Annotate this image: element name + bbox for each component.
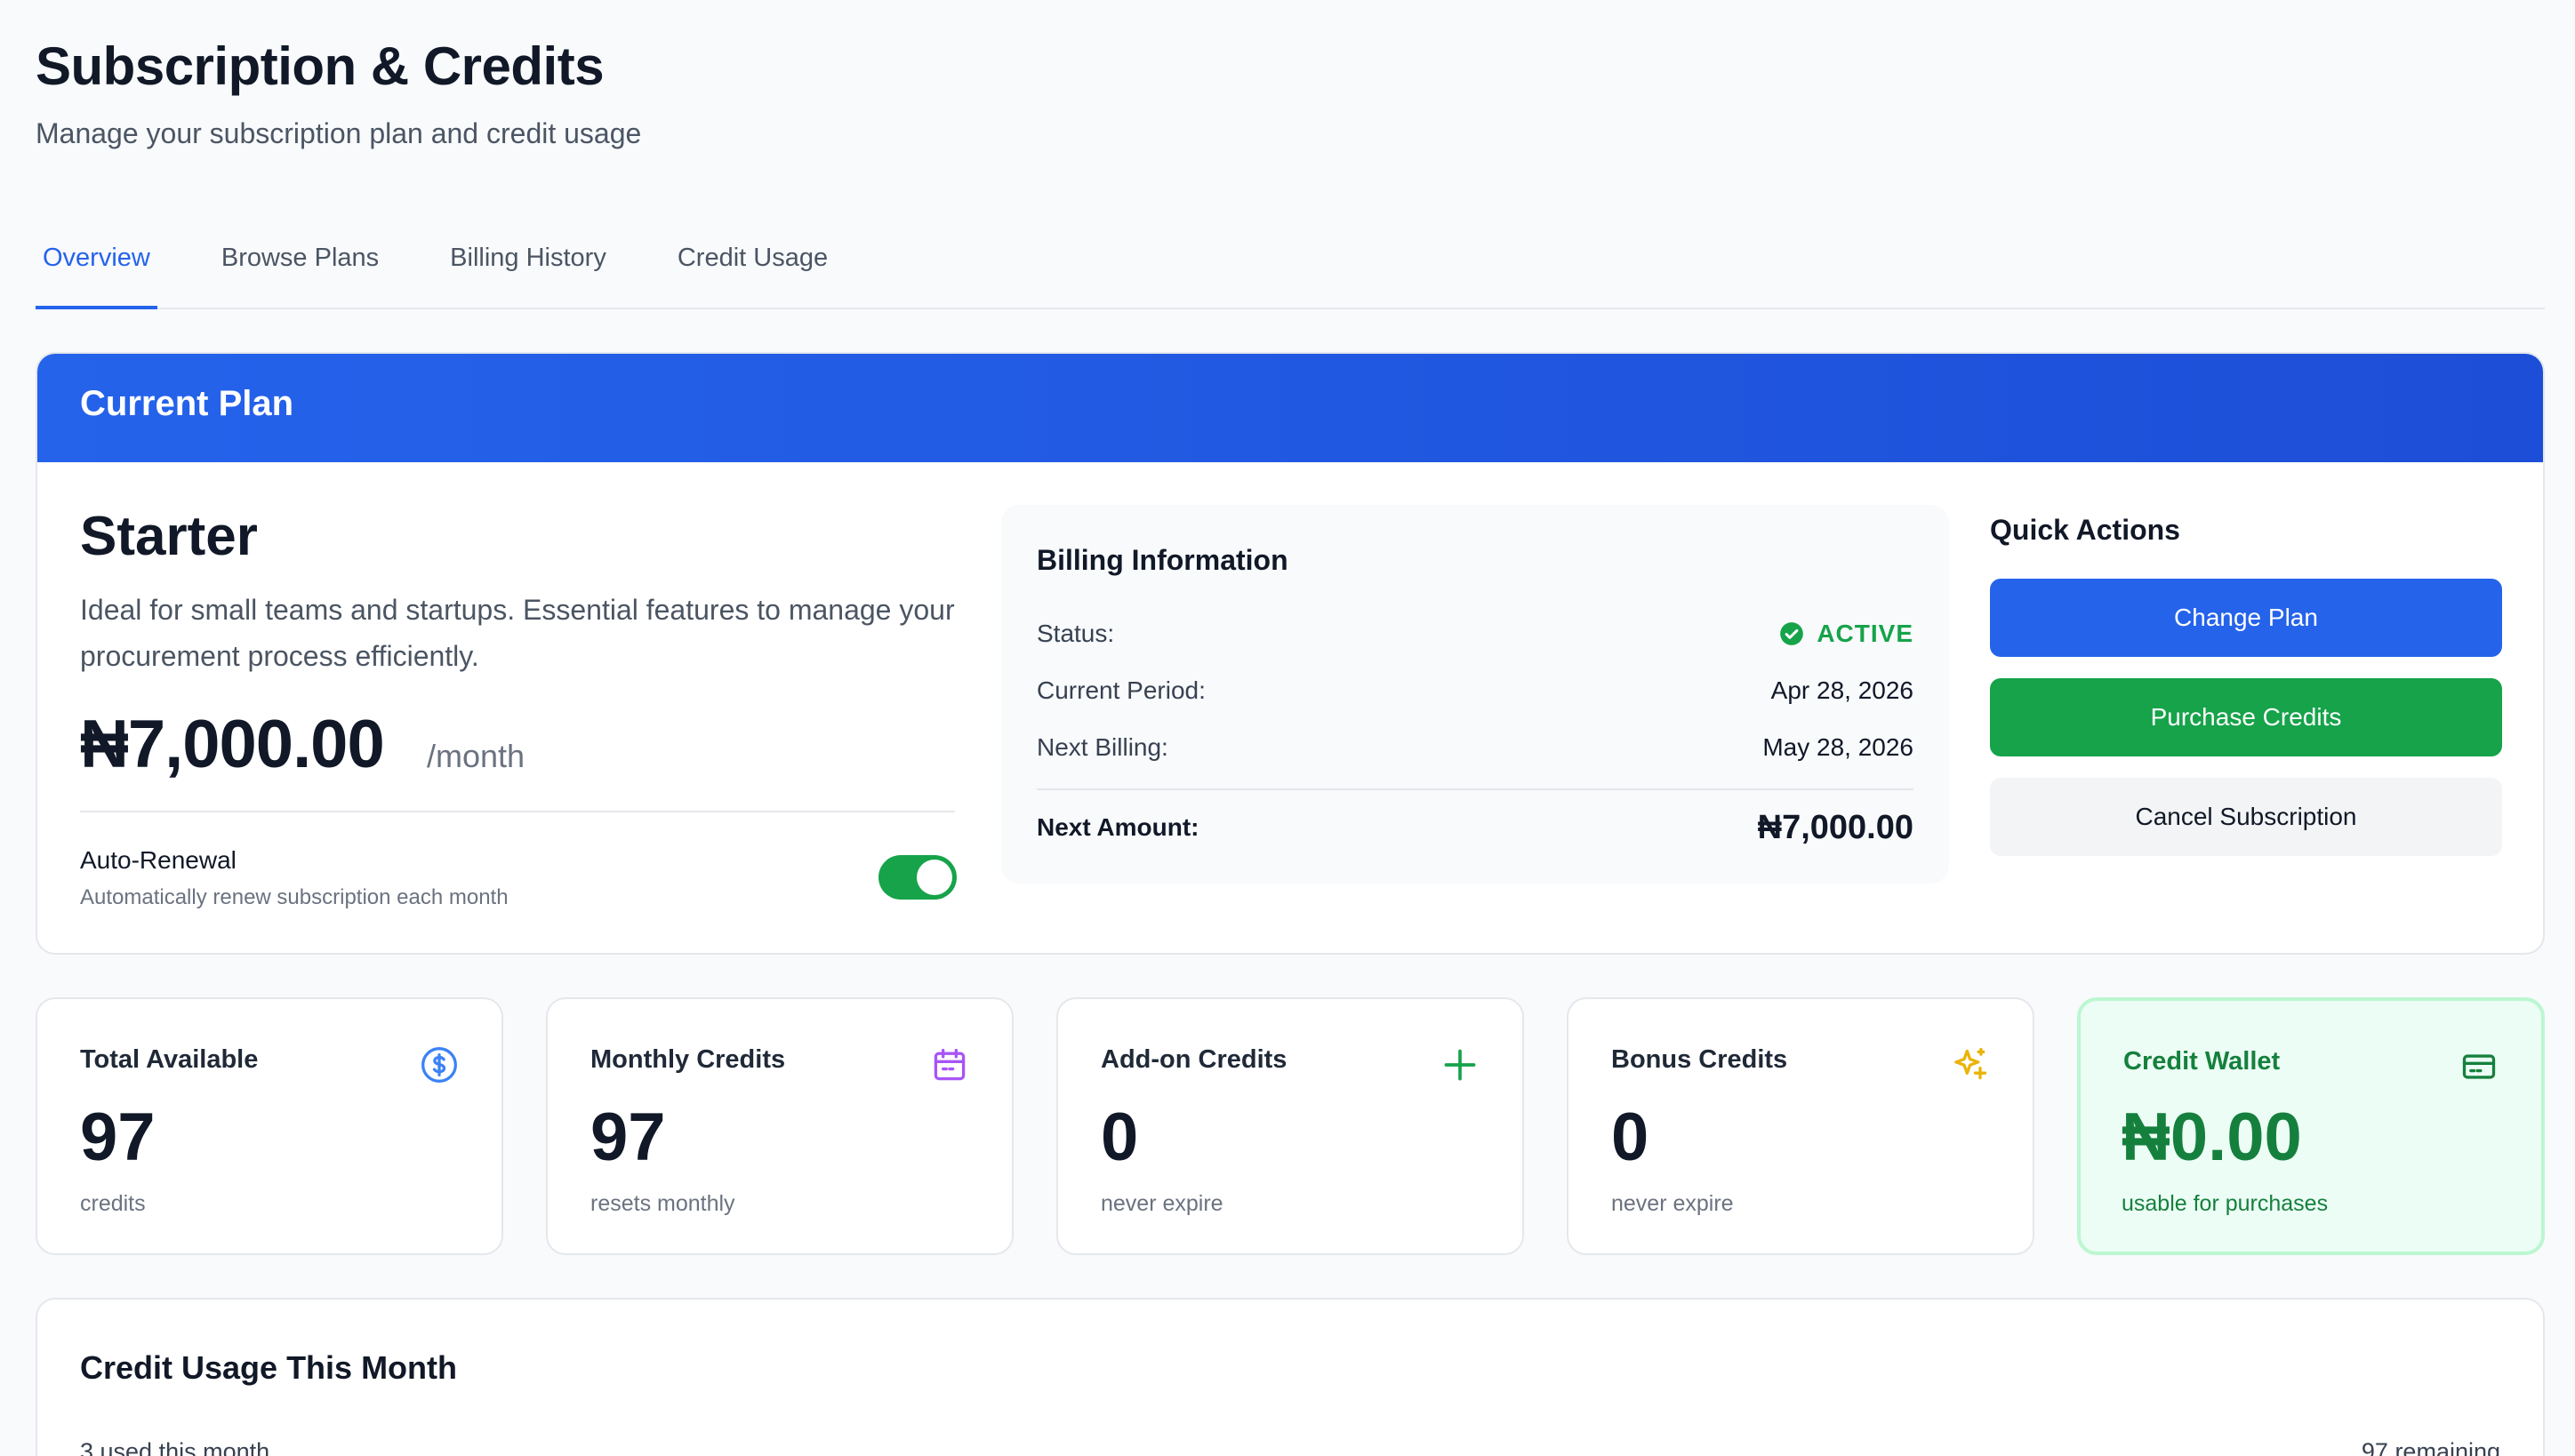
stat-value: 97: [80, 1100, 156, 1175]
dollar-circle-icon: [421, 1047, 457, 1083]
tab-browse-plans[interactable]: Browse Plans: [221, 244, 380, 272]
change-plan-button[interactable]: Change Plan: [1990, 579, 2502, 657]
stat-subtext: usable for purchases: [2122, 1191, 2329, 1216]
current-period-row: Current Period: Apr 28, 2026: [1037, 662, 1913, 719]
status-label: Status:: [1037, 620, 1115, 647]
status-value: ACTIVE: [1817, 620, 1913, 647]
tab-bar: Overview Browse Plans Billing History Cr…: [36, 233, 2545, 309]
credits-used-text: 3 used this month: [80, 1438, 270, 1456]
plan-description: Ideal for small teams and startups. Esse…: [80, 594, 955, 672]
stat-value: 0: [1101, 1100, 1139, 1175]
stat-subtext: never expire: [1611, 1191, 1734, 1216]
stat-card-credit-wallet: Credit Wallet ₦0.00 usable for purchases: [2077, 997, 2545, 1255]
stat-label: Bonus Credits: [1611, 1045, 1788, 1074]
stat-subtext: resets monthly: [590, 1191, 735, 1216]
stat-card-monthly-credits: Monthly Credits 97 resets monthly: [546, 997, 1014, 1255]
billing-divider: [1037, 788, 1913, 790]
stat-value: 0: [1611, 1100, 1649, 1175]
quick-actions-title: Quick Actions: [1990, 514, 2180, 546]
plan-name: Starter: [80, 506, 258, 567]
credit-usage-title: Credit Usage This Month: [80, 1349, 458, 1386]
stat-value: 97: [590, 1100, 666, 1175]
credit-usage-card: Credit Usage This Month 3 used this mont…: [36, 1298, 2545, 1456]
stat-label: Monthly Credits: [590, 1045, 786, 1074]
next-amount-label: Next Amount:: [1037, 813, 1199, 841]
plus-icon: [1444, 1049, 1476, 1081]
stat-label: Add-on Credits: [1101, 1045, 1288, 1074]
current-plan-heading: Current Plan: [80, 384, 294, 423]
stat-card-total-available: Total Available 97 credits: [36, 997, 503, 1255]
plan-price: ₦7,000.00: [80, 707, 385, 782]
next-billing-row: Next Billing: May 28, 2026: [1037, 719, 1913, 776]
calendar-icon: [934, 1048, 966, 1081]
auto-renewal-label: Auto-Renewal: [80, 846, 237, 874]
stat-label: Total Available: [80, 1045, 259, 1074]
toggle-knob: [917, 860, 952, 895]
current-plan-card: Current Plan Starter Ideal for small tea…: [36, 352, 2545, 955]
billing-information-panel: Billing Information Status: ACTIVE Curre…: [1001, 505, 1949, 884]
auto-renewal-toggle[interactable]: [878, 855, 957, 900]
credits-remaining-text: 97 remaining: [2361, 1438, 2500, 1456]
next-billing-label: Next Billing:: [1037, 733, 1168, 761]
credit-stats-row: Total Available 97 credits Monthly Credi…: [36, 997, 2545, 1255]
credit-card-icon: [2462, 1054, 2496, 1079]
next-amount-row: Next Amount: ₦7,000.00: [1037, 799, 1913, 856]
page-subtitle: Manage your subscription plan and credit…: [36, 117, 642, 149]
plan-divider: [80, 811, 955, 812]
billing-status-row: Status: ACTIVE: [1037, 605, 1913, 662]
quick-actions-panel: Quick Actions Change Plan Purchase Credi…: [1990, 505, 2502, 877]
auto-renewal-description: Automatically renew subscription each mo…: [80, 885, 509, 909]
page-title: Subscription & Credits: [36, 36, 605, 96]
stat-subtext: credits: [80, 1191, 146, 1216]
stat-card-addon-credits: Add-on Credits 0 never expire: [1056, 997, 1524, 1255]
tab-billing-history[interactable]: Billing History: [450, 244, 606, 272]
next-billing-value: May 28, 2026: [1762, 733, 1913, 761]
current-plan-header: Current Plan: [37, 354, 2543, 462]
current-period-label: Current Period:: [1037, 676, 1206, 704]
status-badge: ACTIVE: [1779, 620, 1913, 648]
stat-label: Credit Wallet: [2123, 1047, 2281, 1076]
purchase-credits-button[interactable]: Purchase Credits: [1990, 678, 2502, 756]
cancel-subscription-button[interactable]: Cancel Subscription: [1990, 778, 2502, 856]
stat-card-bonus-credits: Bonus Credits 0 never expire: [1567, 997, 2034, 1255]
stat-value: ₦0.00: [2122, 1100, 2302, 1175]
stat-subtext: never expire: [1101, 1191, 1223, 1216]
tab-credit-usage[interactable]: Credit Usage: [677, 244, 829, 272]
next-amount-value: ₦7,000.00: [1757, 808, 1913, 846]
check-circle-icon: [1780, 622, 1804, 645]
current-period-value: Apr 28, 2026: [1770, 676, 1913, 704]
billing-title: Billing Information: [1037, 544, 1288, 576]
plan-period: /month: [427, 738, 525, 774]
sparkles-icon: [1954, 1047, 1987, 1080]
tab-overview[interactable]: Overview: [36, 233, 157, 309]
